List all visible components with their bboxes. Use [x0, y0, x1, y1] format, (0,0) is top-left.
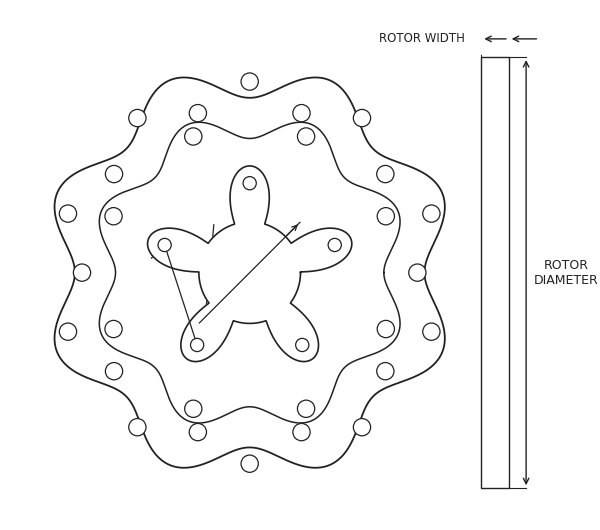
- Circle shape: [377, 208, 394, 225]
- Circle shape: [298, 400, 315, 418]
- Circle shape: [105, 320, 122, 338]
- Circle shape: [377, 363, 394, 380]
- Text: ROTOR WIDTH: ROTOR WIDTH: [379, 32, 465, 46]
- Circle shape: [129, 109, 146, 127]
- Circle shape: [241, 455, 259, 472]
- Circle shape: [59, 205, 77, 222]
- Circle shape: [377, 320, 394, 338]
- Bar: [481, 57, 509, 488]
- Circle shape: [191, 338, 204, 351]
- Text: LUG I.D.: LUG I.D.: [223, 290, 277, 303]
- Circle shape: [423, 323, 440, 340]
- Circle shape: [158, 238, 171, 252]
- Circle shape: [106, 165, 122, 183]
- Circle shape: [353, 109, 371, 127]
- Circle shape: [73, 264, 91, 281]
- Polygon shape: [148, 166, 352, 361]
- Circle shape: [409, 264, 426, 281]
- Circle shape: [189, 104, 206, 122]
- Text: ROTOR BOLT
CIRCLE: ROTOR BOLT CIRCLE: [203, 250, 286, 278]
- Circle shape: [293, 104, 310, 122]
- Polygon shape: [55, 77, 445, 468]
- Circle shape: [106, 363, 122, 380]
- Circle shape: [185, 400, 202, 418]
- Circle shape: [243, 176, 256, 190]
- Circle shape: [423, 205, 440, 222]
- Text: ROTOR
DIAMETER: ROTOR DIAMETER: [534, 259, 599, 287]
- Circle shape: [298, 128, 315, 145]
- Circle shape: [59, 323, 77, 340]
- Circle shape: [105, 208, 122, 225]
- Circle shape: [241, 73, 259, 90]
- Circle shape: [377, 165, 394, 183]
- Circle shape: [353, 419, 371, 436]
- Circle shape: [328, 238, 341, 252]
- Circle shape: [293, 423, 310, 441]
- Circle shape: [296, 338, 309, 351]
- Circle shape: [185, 128, 202, 145]
- Circle shape: [189, 423, 206, 441]
- Circle shape: [129, 419, 146, 436]
